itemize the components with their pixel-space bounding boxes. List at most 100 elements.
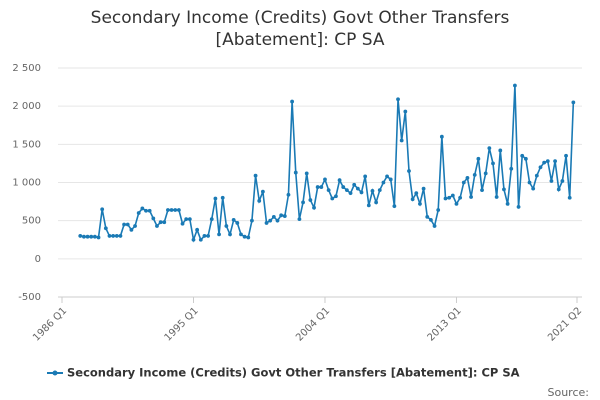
x-tick-label: 1995 Q1 — [163, 305, 201, 343]
data-point — [410, 197, 415, 202]
data-point — [282, 214, 287, 218]
data-point — [125, 222, 130, 227]
data-point — [217, 232, 221, 237]
chart-title: Secondary Income (Credits) Govt Other Tr… — [91, 8, 510, 28]
data-point — [155, 224, 159, 228]
legend-label: Secondary Income (Credits) Govt Other Tr… — [67, 366, 520, 380]
data-point — [567, 195, 572, 200]
data-point — [553, 159, 557, 164]
data-point — [257, 198, 262, 203]
data-point — [176, 208, 181, 212]
data-point — [140, 206, 145, 211]
data-point — [315, 185, 320, 189]
data-point — [166, 208, 170, 212]
data-point — [195, 227, 200, 232]
data-point — [136, 211, 141, 215]
y-tick-label: 1 500 — [12, 139, 41, 150]
data-point — [465, 176, 470, 180]
data-point — [246, 235, 251, 240]
data-point — [359, 190, 364, 195]
data-point — [527, 180, 532, 185]
data-point — [556, 187, 561, 192]
data-point — [549, 179, 554, 183]
data-point — [560, 179, 565, 183]
data-point — [111, 234, 116, 238]
data-point — [151, 216, 156, 221]
data-point — [538, 165, 543, 170]
data-point — [85, 234, 90, 239]
data-point — [494, 195, 499, 199]
data-point — [421, 186, 426, 191]
data-point — [439, 134, 444, 139]
data-point — [337, 178, 342, 183]
data-point — [78, 234, 83, 238]
data-point — [144, 208, 148, 213]
data-point — [443, 196, 448, 201]
data-point — [513, 83, 517, 88]
data-point — [275, 218, 280, 223]
data-point — [224, 224, 229, 228]
y-tick-label: 2 000 — [12, 101, 41, 112]
data-point — [89, 234, 94, 239]
data-point — [381, 180, 386, 185]
data-point — [542, 160, 547, 165]
data-point — [432, 224, 437, 228]
data-point — [308, 198, 313, 202]
data-point — [454, 201, 459, 206]
data-point — [505, 201, 510, 206]
series-line — [80, 85, 575, 243]
data-point — [118, 234, 123, 238]
data-point — [377, 188, 382, 193]
y-tick-label: -500 — [18, 292, 41, 303]
data-point — [480, 188, 484, 193]
data-point — [162, 220, 167, 225]
x-tick-label: 2021 Q2 — [546, 305, 584, 343]
data-point — [312, 205, 316, 210]
x-tick-label: 2013 Q1 — [426, 305, 464, 343]
data-point — [399, 138, 404, 143]
data-point — [213, 196, 218, 201]
data-point — [264, 221, 269, 225]
data-point — [334, 194, 338, 199]
data-point — [242, 234, 247, 239]
data-point — [180, 221, 185, 226]
data-point — [520, 153, 525, 158]
data-point — [388, 177, 393, 182]
y-tick-label: 2 500 — [12, 63, 41, 74]
data-point — [82, 234, 86, 239]
y-tick-label: 500 — [22, 216, 41, 227]
data-point — [374, 200, 379, 205]
data-point — [326, 188, 331, 193]
data-point — [385, 174, 389, 179]
data-point — [92, 234, 97, 239]
data-point — [231, 218, 236, 222]
data-point — [414, 191, 419, 196]
data-point — [235, 221, 240, 225]
data-point — [502, 187, 506, 192]
data-point — [198, 237, 203, 242]
data-point — [476, 156, 481, 161]
data-point — [396, 97, 400, 102]
data-point — [279, 213, 284, 218]
data-point — [491, 161, 495, 166]
data-point — [297, 217, 302, 222]
data-point — [447, 195, 452, 200]
y-tick-label: 0 — [35, 254, 41, 265]
data-point — [158, 220, 163, 225]
data-point — [363, 174, 368, 179]
data-point — [103, 226, 108, 231]
data-point — [344, 188, 349, 193]
data-point — [498, 148, 503, 153]
chart-title: [Abatement]: CP SA — [215, 30, 384, 50]
data-point — [268, 218, 273, 223]
data-point — [330, 196, 335, 201]
data-point — [290, 99, 295, 104]
data-point — [239, 232, 243, 237]
data-point — [341, 185, 346, 189]
data-point — [523, 156, 528, 161]
data-point — [429, 218, 433, 222]
data-point — [250, 218, 254, 223]
data-point — [304, 171, 309, 176]
data-point — [191, 237, 196, 242]
